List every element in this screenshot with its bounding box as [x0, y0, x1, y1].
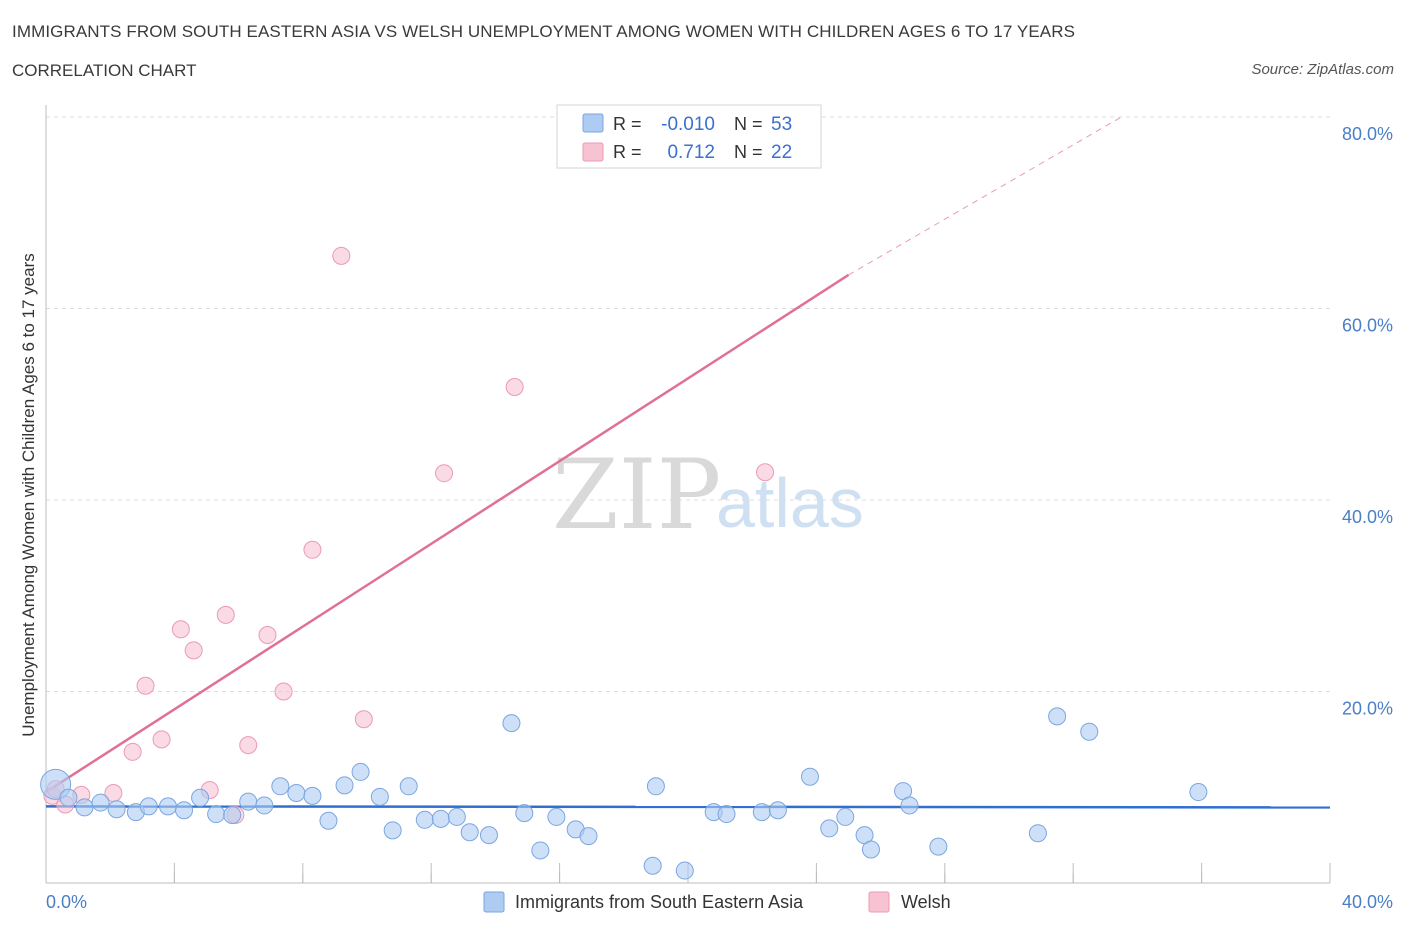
sea-point: [502, 714, 521, 733]
watermark-zip: ZIP: [552, 439, 721, 551]
sea-point: [351, 762, 370, 781]
chart-source: Source: ZipAtlas.com: [1251, 61, 1394, 78]
sea-point: [1080, 722, 1099, 741]
legend-swatch-welsh: [868, 891, 890, 913]
welsh-point: [435, 464, 454, 483]
sea-point: [175, 801, 194, 820]
sea-point: [531, 841, 550, 860]
sea-point: [107, 800, 126, 819]
sea-point: [239, 792, 258, 811]
sea-point: [646, 777, 665, 796]
chart-title: IMMIGRANTS FROM SOUTH EASTERN ASIA VS WE…: [12, 22, 1076, 41]
y-axis-label: Unemployment Among Women with Children A…: [19, 253, 38, 737]
sea-point: [370, 787, 389, 806]
y-tick-label: 60.0%: [1342, 316, 1393, 336]
welsh-points: [43, 246, 775, 825]
sea-point: [191, 788, 210, 807]
welsh-point: [332, 246, 351, 265]
watermark: ZIP atlas: [552, 439, 864, 551]
sea-point: [399, 777, 418, 796]
legend-swatch-sea: [483, 891, 505, 913]
gridlines: [46, 116, 1330, 692]
sea-point: [319, 811, 338, 830]
x-tick-label-min: 0.0%: [46, 892, 87, 912]
x-tick-label-max: 40.0%: [1342, 892, 1393, 912]
sea-point: [643, 856, 662, 875]
stats-swatch-blue: [582, 113, 604, 133]
stats-n-label-blue: N =: [734, 114, 763, 134]
sea-point: [59, 788, 78, 807]
welsh-point: [505, 378, 524, 397]
legend-label-welsh: Welsh: [901, 892, 951, 912]
sea-point: [1189, 783, 1208, 802]
y-tick-label: 80.0%: [1342, 124, 1393, 144]
sea-point: [255, 796, 274, 815]
sea-point: [460, 823, 479, 842]
stats-n-label-pink: N =: [734, 142, 763, 162]
stats-n-value-blue: 53: [771, 114, 792, 135]
sea-point: [1028, 824, 1047, 843]
y-tick-label: 20.0%: [1342, 699, 1393, 719]
sea-point: [287, 783, 306, 802]
sea-point: [91, 793, 110, 812]
sea-point: [800, 767, 819, 786]
sea-point: [836, 807, 855, 826]
stats-r-label-blue: R =: [613, 114, 642, 134]
sea-point: [820, 819, 839, 838]
sea-point: [675, 861, 694, 880]
welsh-point: [171, 620, 190, 639]
sea-point: [223, 806, 242, 825]
welsh-point: [756, 463, 775, 482]
sea-point: [579, 827, 598, 846]
sea-point: [768, 801, 787, 820]
stats-r-label-pink: R =: [613, 142, 642, 162]
sea-point: [415, 810, 434, 829]
sea-point: [900, 796, 919, 815]
sea-point: [861, 840, 880, 859]
stats-n-value-pink: 22: [771, 142, 792, 163]
y-tick-label: 40.0%: [1342, 507, 1393, 527]
welsh-point: [184, 641, 203, 660]
welsh-point: [274, 682, 293, 701]
welsh-point: [303, 540, 322, 559]
stats-r-value-blue: -0.010: [661, 114, 715, 135]
welsh-point: [152, 730, 171, 749]
welsh-point: [354, 710, 373, 729]
welsh-point: [216, 605, 235, 624]
axes: [45, 105, 1331, 884]
sea-point: [752, 803, 771, 822]
welsh-point: [123, 742, 142, 761]
sea-point: [75, 798, 94, 817]
welsh-point: [239, 736, 258, 755]
sea-point: [717, 805, 736, 824]
sea-points: [40, 707, 1208, 880]
trendline-welsh: [45, 273, 850, 794]
sea-point: [207, 805, 226, 824]
stats-box: R = -0.010 N = 53 R = 0.712 N = 22: [556, 104, 822, 169]
stats-swatch-pink: [582, 142, 604, 162]
welsh-point: [258, 626, 277, 645]
sea-point: [1048, 707, 1067, 726]
bottom-legend: Immigrants from South Eastern Asia Welsh: [483, 891, 951, 913]
trendline-welsh-extension: [848, 116, 1122, 276]
sea-point: [447, 807, 466, 826]
chart-subtitle: CORRELATION CHART: [12, 61, 197, 80]
sea-point: [158, 797, 177, 816]
legend-label-sea: Immigrants from South Eastern Asia: [515, 892, 804, 912]
sea-point: [271, 777, 290, 796]
sea-point: [547, 807, 566, 826]
stats-r-value-pink: 0.712: [667, 142, 715, 163]
sea-point: [431, 809, 450, 828]
tick-labels: 20.0% 40.0% 60.0% 80.0% 0.0% 40.0%: [46, 124, 1393, 912]
sea-point: [929, 837, 948, 856]
sea-point: [335, 776, 354, 795]
sea-point: [479, 826, 498, 845]
sea-point: [515, 804, 534, 823]
watermark-atlas: atlas: [716, 464, 864, 542]
sea-point: [303, 786, 322, 805]
sea-point: [139, 797, 158, 816]
welsh-point: [136, 676, 155, 695]
sea-point: [383, 821, 402, 840]
